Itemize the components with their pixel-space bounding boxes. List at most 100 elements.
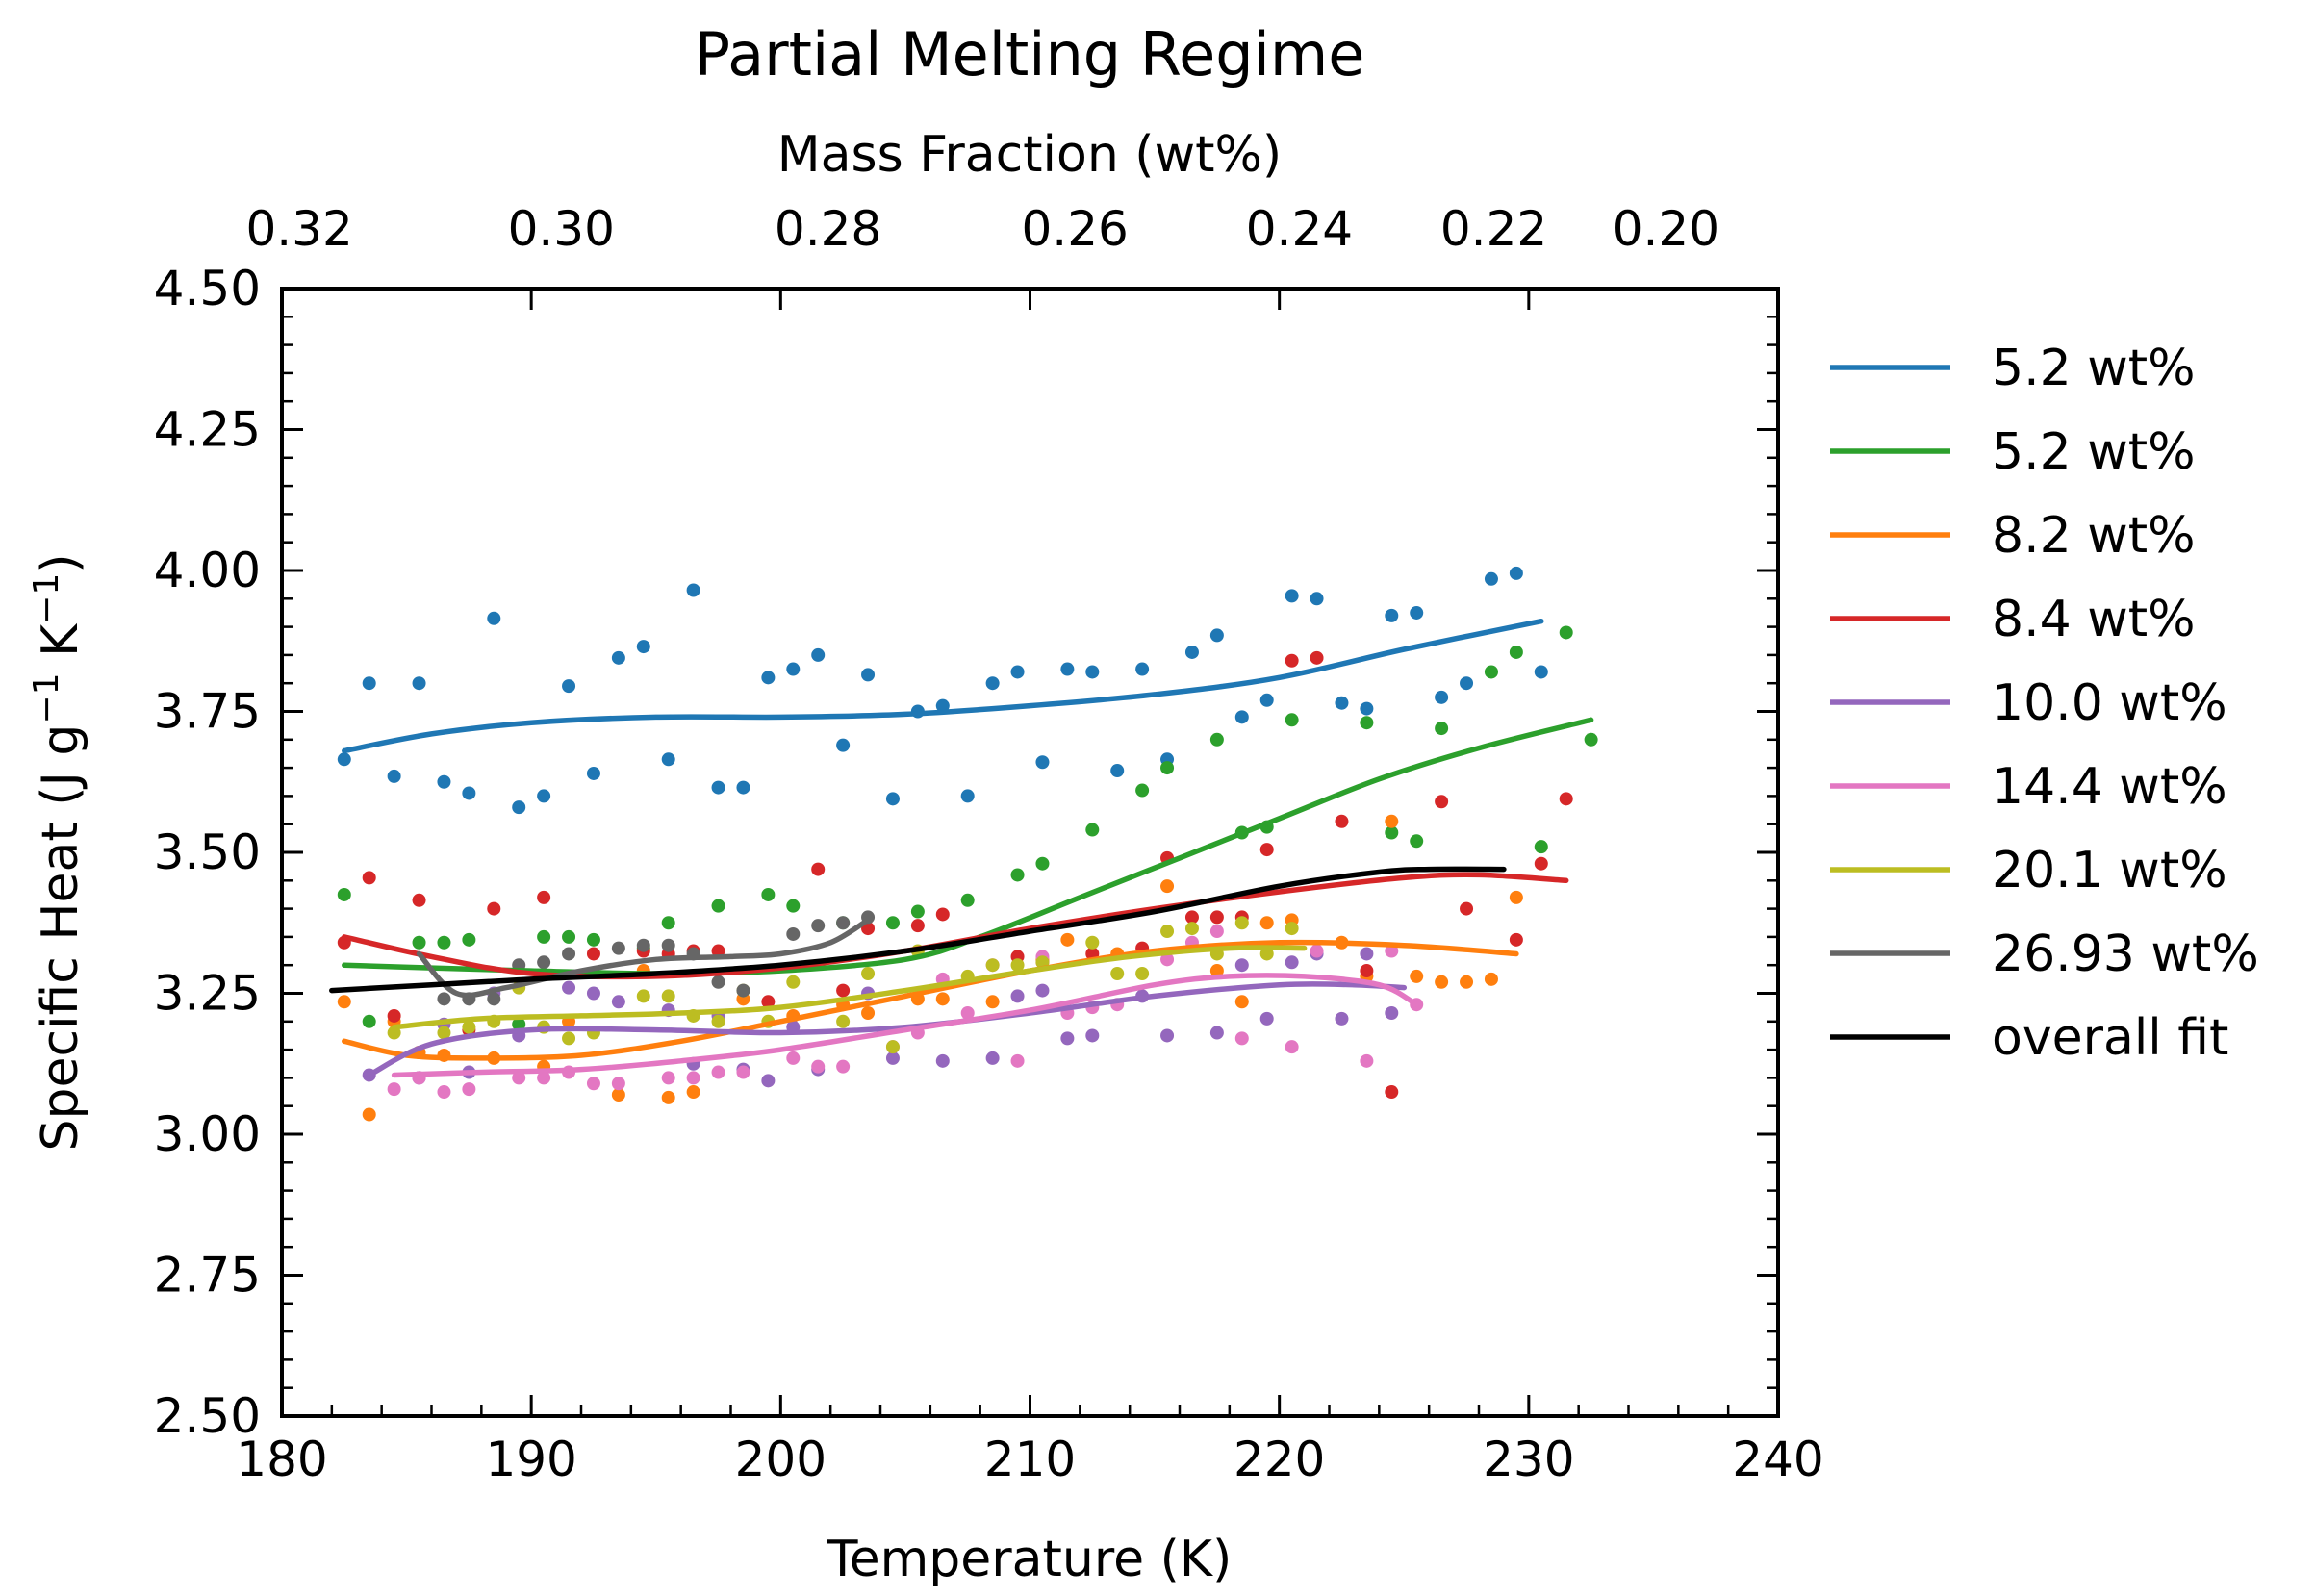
fit-line-3 [342,872,1569,980]
data-point [1484,571,1498,586]
y-tick-label: 3.25 [154,966,261,1022]
data-point [586,766,600,780]
data-point [1085,665,1100,679]
data-point [661,1090,675,1104]
data-point [462,932,476,947]
data-point [1160,1028,1175,1043]
data-point [437,992,451,1006]
data-point [711,1014,725,1028]
data-point [761,887,776,901]
data-point [786,975,801,989]
data-point [761,1074,776,1088]
data-point [1234,916,1249,930]
data-point [661,916,675,930]
plot-frame [280,287,1780,1418]
data-point [1234,958,1249,973]
data-point [437,935,451,950]
data-point [1310,944,1324,958]
data-point [1060,932,1075,947]
data-point [1060,1031,1075,1046]
y-tick-label: 3.50 [154,824,261,880]
data-point [1285,589,1299,603]
data-point [537,1071,551,1085]
data-point [437,774,451,789]
data-point [1285,713,1299,727]
fit-line-4 [366,980,1408,1078]
fit-line-0 [342,618,1544,754]
data-point [960,1006,975,1021]
data-point [462,786,476,800]
data-point [1209,628,1224,643]
data-point [512,1071,526,1085]
axis-ticks [280,287,1780,1418]
data-point [1385,944,1399,958]
data-point [412,893,426,907]
data-point [1310,592,1324,606]
data-point [885,916,900,930]
data-point [487,901,501,916]
fit-line-6 [391,945,1308,1030]
data-point [1484,972,1498,986]
y-tick-label: 4.00 [154,543,261,598]
top-tick-label: 0.22 [1440,201,1547,257]
data-point [786,662,801,676]
y-axis-label-sup2: −1 [27,573,66,624]
data-point [1410,834,1424,849]
data-point [1509,645,1523,659]
top-tick-label: 0.20 [1613,201,1719,257]
data-point [1584,732,1598,747]
legend-label: 8.2 wt% [1992,507,2196,565]
data-point [537,955,551,970]
data-point [562,980,576,995]
data-point [1559,792,1573,806]
data-point [1259,693,1274,707]
fit-line-8 [329,866,1507,994]
data-point [1184,645,1199,659]
data-point [1010,868,1025,882]
data-point [562,947,576,961]
data-point [686,1085,700,1100]
data-point [761,995,776,1009]
x-tick-label: 180 [236,1431,327,1487]
data-point [836,983,851,998]
data-point [1285,1040,1299,1054]
data-point [661,989,675,1003]
y-tick-label: 2.75 [154,1248,261,1304]
data-point [1135,966,1150,980]
x-tick-labels: 180 190 200 210 220 230 240 [236,1431,1823,1487]
data-point [1460,901,1474,916]
data-point [1509,890,1523,904]
y-tick-labels: 2.50 2.75 3.00 3.25 3.50 3.75 4.00 4.25 4.50 [154,261,261,1444]
data-point [412,676,426,691]
data-point [1484,665,1498,679]
data-point [586,947,600,961]
data-point [1234,1031,1249,1046]
legend-item: 20.1 wt% [1830,842,2227,899]
data-point [362,1107,376,1122]
data-point [686,1071,700,1085]
x-tick-label: 230 [1483,1431,1574,1487]
data-point [1209,910,1224,925]
data-point [935,1053,950,1068]
data-point [1035,856,1050,871]
data-point [885,792,900,806]
data-point [736,780,750,795]
data-point [836,1014,851,1028]
fit-line-5 [391,973,1419,1078]
data-point [462,1020,476,1034]
data-point [387,769,401,783]
data-point [1460,975,1474,989]
y-axis-label-mid: K [32,622,89,673]
data-point [1335,1011,1349,1026]
data-point [1559,625,1573,640]
data-point [1209,925,1224,939]
legend-label: 20.1 wt% [1992,842,2227,899]
data-point [387,1008,401,1023]
data-point [337,995,351,1009]
data-point [861,668,876,682]
data-point [537,929,551,944]
data-point [811,862,826,876]
data-point [1209,732,1224,747]
data-point [811,647,826,662]
data-point [885,1051,900,1065]
